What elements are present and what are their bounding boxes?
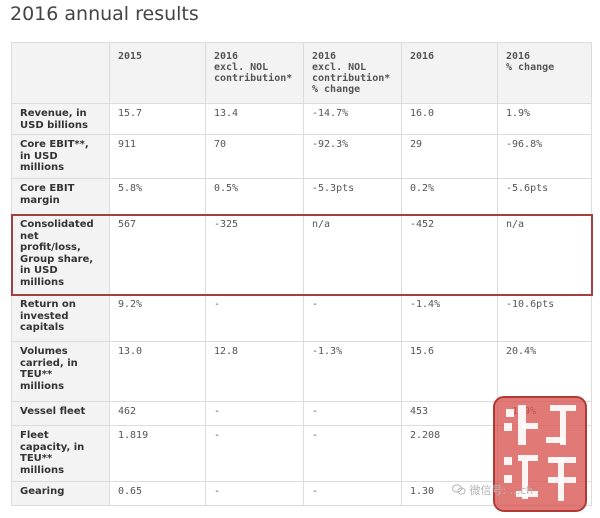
cell: 13.4: [205, 103, 304, 135]
cell: 1.30: [401, 481, 498, 506]
cell: 15.7: [109, 103, 206, 135]
cell: 567: [109, 214, 206, 295]
row-label: Return on invested capitals: [11, 294, 110, 342]
cell: -96.8%: [497, 134, 592, 179]
cell: 5.8%: [109, 178, 206, 215]
wechat-icon: [452, 484, 466, 495]
cell: -1.4%: [401, 294, 498, 342]
header-2016: 2016: [401, 42, 498, 104]
cell: n/a: [303, 214, 402, 295]
table-row: Core EBIT**, in USD millions 911 70 -92.…: [11, 134, 592, 179]
cell: -5.6pts: [497, 178, 592, 215]
cell: [497, 425, 592, 482]
table-row: Fleet capacity, in TEU** millions 1.819 …: [11, 425, 592, 482]
cell: -10.6pts: [497, 294, 592, 342]
cell: 0.65: [109, 481, 206, 506]
table-row-highlighted: Consolidated net profit/loss, Group shar…: [10, 213, 593, 296]
row-label: Revenue, in USD billions: [11, 103, 110, 135]
row-label: Core EBIT**, in USD millions: [11, 134, 110, 179]
cell: -1.9%: [497, 401, 592, 426]
cell: 911: [109, 134, 206, 179]
page-title: 2016 annual results: [10, 3, 199, 25]
cell: -: [303, 481, 402, 506]
cell: -: [303, 401, 402, 426]
cell: -14.7%: [303, 103, 402, 135]
results-table: 2015 2016 excl. NOL contribution* 2016 e…: [10, 42, 593, 506]
header-blank: [11, 42, 110, 104]
table-row: Core EBIT margin 5.8% 0.5% -5.3pts 0.2% …: [11, 178, 592, 215]
cell: -1.3%: [303, 341, 402, 402]
cell: -: [303, 294, 402, 342]
table-row: Volumes carried, in TEU** millions 13.0 …: [11, 341, 592, 402]
table-row: Revenue, in USD billions 15.7 13.4 -14.7…: [11, 103, 592, 135]
cell: n/a: [497, 214, 592, 295]
cell: 462: [109, 401, 206, 426]
cell: 9.2%: [109, 294, 206, 342]
cell: 0.2%: [401, 178, 498, 215]
cell: 15.6: [401, 341, 498, 402]
header-2016-excl-nol-change: 2016 excl. NOL contribution* % change: [303, 42, 402, 104]
cell: 1.819: [109, 425, 206, 482]
row-label: Gearing: [11, 481, 110, 506]
row-label: Fleet capacity, in TEU** millions: [11, 425, 110, 482]
cell: 20.4%: [497, 341, 592, 402]
cell: 16.0: [401, 103, 498, 135]
watermark: 微信号: ...ch: [452, 482, 533, 498]
cell: -452: [401, 214, 498, 295]
cell: 12.8: [205, 341, 304, 402]
cell: -: [205, 401, 304, 426]
cell: -: [205, 294, 304, 342]
row-label: Core EBIT margin: [11, 178, 110, 215]
cell: 0.5%: [205, 178, 304, 215]
cell: -: [303, 425, 402, 482]
cell: 453: [401, 401, 498, 426]
cell: -92.3%: [303, 134, 402, 179]
table-row: Return on invested capitals 9.2% - - -1.…: [11, 294, 592, 342]
cell: 13.0: [109, 341, 206, 402]
row-label: Volumes carried, in TEU** millions: [11, 341, 110, 402]
header-2015: 2015: [109, 42, 206, 104]
table-row: Vessel fleet 462 - - 453 -1.9%: [11, 401, 592, 426]
cell: -: [205, 425, 304, 482]
cell: 2.208: [401, 425, 498, 482]
cell: -: [205, 481, 304, 506]
header-row: 2015 2016 excl. NOL contribution* 2016 e…: [11, 42, 592, 104]
row-label: Consolidated net profit/loss, Group shar…: [11, 214, 110, 295]
cell: 70: [205, 134, 304, 179]
cell: -325: [205, 214, 304, 295]
header-2016-change: 2016 % change: [497, 42, 592, 104]
cell: -5.3pts: [303, 178, 402, 215]
cell: 1.9%: [497, 103, 592, 135]
header-2016-excl-nol: 2016 excl. NOL contribution*: [205, 42, 304, 104]
watermark-text: 微信号: ...ch: [469, 484, 534, 497]
row-label: Vessel fleet: [11, 401, 110, 426]
cell: 29: [401, 134, 498, 179]
